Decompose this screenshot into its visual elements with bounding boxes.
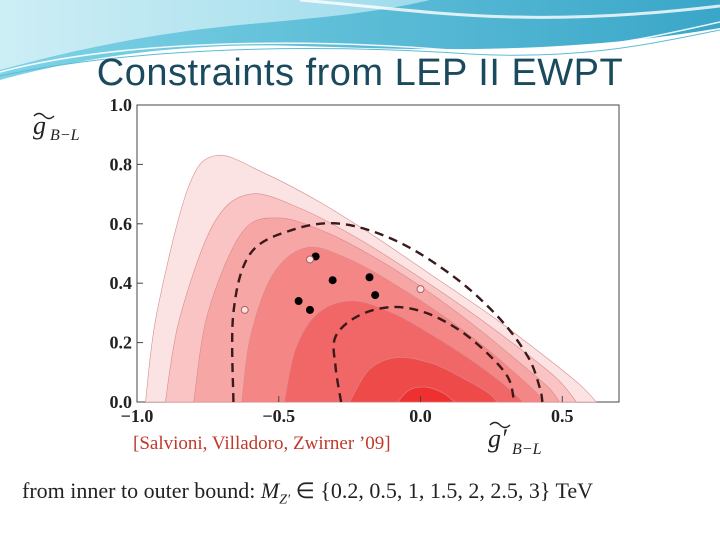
x-axis-label: g′ B−L (488, 421, 542, 458)
footer-set: ∈ {0.2, 0.5, 1, 1.5, 2, 2.5, 3} (290, 478, 556, 503)
x-tick-label: −1.0 (121, 406, 154, 426)
benchmark-point (365, 273, 374, 282)
y-tick-label: 0.4 (110, 273, 133, 293)
contour-region-0_5-tev (349, 356, 498, 403)
contour-region-0_2-tev (397, 386, 456, 403)
y-tick-label: 1.0 (110, 95, 133, 115)
contour-plot: g B−L −1.0 −0.5 0.0 0.5 0.0 0.2 0.4 0.6 0.8 1.0 [… (33, 95, 620, 458)
x-tick-label: −0.5 (262, 406, 295, 426)
footer-unit: TeV (555, 478, 594, 503)
benchmark-point (371, 291, 380, 300)
points-layer (240, 252, 425, 314)
dashed-layer (230, 221, 544, 403)
benchmark-point (305, 305, 314, 314)
benchmark-point-open (416, 285, 425, 294)
citation: [Salvioni, Villadoro, Zwirner ’09] (133, 433, 391, 454)
dashed-contour-inner (332, 305, 516, 403)
dashed-contour-outer (230, 221, 544, 403)
y-tick-label: 0.2 (110, 333, 133, 353)
tilde-mark-x (489, 421, 511, 429)
benchmark-point-open (305, 255, 314, 264)
x-tick-label: 0.0 (409, 406, 432, 426)
x-axis-symbol: g′ (488, 424, 507, 453)
y-tick-label: 0.0 (110, 392, 133, 412)
y-axis-label: g B−L (33, 111, 80, 144)
footer-symbol: M (260, 478, 280, 503)
footer-note: from inner to outer bound: MZ′ ∈ {0.2, 0… (22, 478, 712, 508)
header-banner (0, 0, 720, 80)
benchmark-point (294, 297, 303, 306)
y-axis-subscript: B−L (50, 127, 80, 144)
footer-subscript: Z′ (279, 492, 291, 508)
benchmark-point (328, 276, 337, 285)
benchmark-point-open (240, 305, 249, 314)
ticks-layer: −1.0 −0.5 0.0 0.5 0.0 0.2 0.4 0.6 0.8 1.0 (110, 95, 574, 426)
x-axis-subscript: B−L (512, 441, 542, 458)
y-tick-label: 0.8 (110, 154, 133, 174)
slide-title: Constraints from LEP II EWPT (96, 52, 624, 94)
footer-prefix: from inner to outer bound: (22, 478, 261, 503)
y-axis-symbol: g (33, 111, 46, 140)
tilde-mark (33, 112, 55, 120)
y-tick-label: 0.6 (110, 214, 133, 234)
x-tick-label: 0.5 (551, 406, 574, 426)
